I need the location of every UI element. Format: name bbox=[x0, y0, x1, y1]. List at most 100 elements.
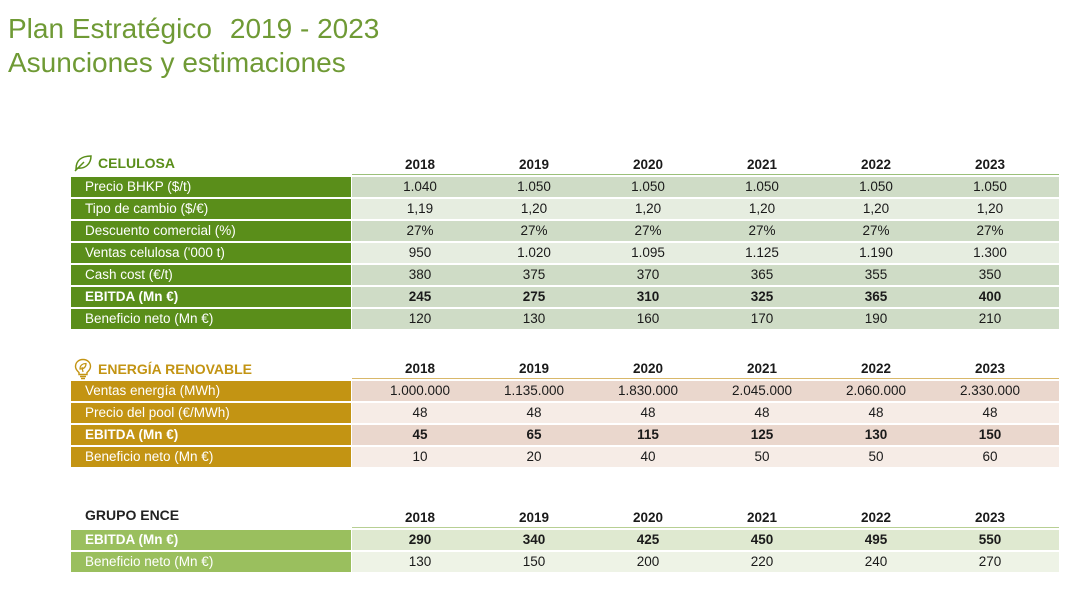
grupo-rows: EBITDA (Mn €) 290 340 425 450 495 550 Beneficio… bbox=[71, 530, 1059, 574]
row-label: Ventas celulosa ('000 t) bbox=[71, 243, 351, 263]
cell-value: 1,20 bbox=[976, 201, 1004, 216]
cell-value: 1,20 bbox=[520, 201, 548, 216]
table-row: EBITDA (Mn €) 290 340 425 450 495 550 bbox=[71, 530, 1059, 552]
cell-value: 40 bbox=[640, 449, 656, 464]
cell-value: 365 bbox=[750, 267, 774, 282]
celulosa-year-2020: 2020 bbox=[632, 157, 664, 172]
grupo-year-2021: 2021 bbox=[746, 510, 778, 525]
cell-value: 310 bbox=[636, 289, 660, 304]
cell-value: 240 bbox=[864, 554, 888, 569]
cell-value: 48 bbox=[526, 405, 542, 420]
cell-value: 1.830.000 bbox=[617, 383, 679, 398]
row-label: Beneficio neto (Mn €) bbox=[71, 309, 351, 329]
cell-value: 2.045.000 bbox=[731, 383, 793, 398]
cell-value: 120 bbox=[408, 311, 432, 326]
cell-value: 125 bbox=[750, 427, 774, 442]
grupo-year-2020: 2020 bbox=[632, 510, 664, 525]
cell-value: 48 bbox=[982, 405, 998, 420]
celulosa-table: CELULOSA 2018 2019 2020 2021 2022 2023 Precio… bbox=[71, 150, 1059, 331]
table-row: Precio BHKP ($/t) 1.040 1.050 1.050 1.050 1.0… bbox=[71, 177, 1059, 199]
cell-value: 325 bbox=[750, 289, 774, 304]
table-row: Descuento comercial (%) 27% 27% 27% 27% 27% 27… bbox=[71, 221, 1059, 243]
energia-header: ENERGÍA RENOVABLE 2018 2019 2020 2021 2022 20… bbox=[71, 354, 1059, 380]
row-label: Beneficio neto (Mn €) bbox=[71, 552, 351, 572]
energia-header-line bbox=[352, 378, 1059, 379]
row-background bbox=[352, 177, 1059, 197]
cell-value: 20 bbox=[526, 449, 542, 464]
cell-value: 1.135.000 bbox=[503, 383, 565, 398]
energia-title-text: ENERGÍA RENOVABLE bbox=[98, 361, 253, 377]
celulosa-year-2018: 2018 bbox=[404, 157, 436, 172]
energia-year-2018: 2018 bbox=[404, 361, 436, 376]
row-background bbox=[352, 243, 1059, 263]
title-years: 2019 - 2023 bbox=[229, 13, 380, 44]
cell-value: 50 bbox=[754, 449, 770, 464]
cell-value: 10 bbox=[412, 449, 428, 464]
row-label: Precio BHKP ($/t) bbox=[71, 177, 351, 197]
cell-value: 1.050 bbox=[517, 179, 551, 194]
grupo-year-2019: 2019 bbox=[518, 510, 550, 525]
cell-value: 45 bbox=[412, 427, 428, 442]
cell-value: 1,20 bbox=[634, 201, 662, 216]
cell-value: 1,19 bbox=[406, 201, 434, 216]
cell-value: 1.050 bbox=[631, 179, 665, 194]
cell-value: 1.050 bbox=[859, 179, 893, 194]
cell-value: 130 bbox=[864, 427, 888, 442]
cell-value: 130 bbox=[522, 311, 546, 326]
cell-value: 290 bbox=[408, 532, 432, 547]
row-label: EBITDA (Mn €) bbox=[71, 287, 351, 307]
row-background bbox=[352, 221, 1059, 241]
energia-year-2022: 2022 bbox=[860, 361, 892, 376]
celulosa-header: CELULOSA 2018 2019 2020 2021 2022 2023 bbox=[71, 150, 1059, 174]
cell-value: 1.190 bbox=[859, 245, 893, 260]
cell-value: 1.020 bbox=[517, 245, 551, 260]
grupo-header: GRUPO ENCE 2018 2019 2020 2021 2022 2023 bbox=[71, 503, 1059, 527]
table-row: Ventas energía (MWh) 1.000.000 1.135.000 1.… bbox=[71, 381, 1059, 403]
cell-value: 350 bbox=[978, 267, 1002, 282]
grupo-year-2022: 2022 bbox=[860, 510, 892, 525]
cell-value: 27% bbox=[748, 223, 776, 238]
table-row: Beneficio neto (Mn €) 130 150 200 220 240 270 bbox=[71, 552, 1059, 574]
celulosa-title: CELULOSA bbox=[73, 154, 175, 172]
row-label: EBITDA (Mn €) bbox=[71, 530, 351, 550]
cell-value: 1.050 bbox=[745, 179, 779, 194]
cell-value: 115 bbox=[637, 427, 659, 442]
cell-value: 50 bbox=[868, 449, 884, 464]
cell-value: 48 bbox=[754, 405, 770, 420]
row-label: Descuento comercial (%) bbox=[71, 221, 351, 241]
cell-value: 170 bbox=[750, 311, 774, 326]
cell-value: 1.050 bbox=[973, 179, 1007, 194]
leaf-icon bbox=[74, 155, 92, 172]
table-row: EBITDA (Mn €) 45 65 115 125 130 150 bbox=[71, 425, 1059, 447]
cell-value: 450 bbox=[750, 532, 774, 547]
cell-value: 60 bbox=[982, 449, 998, 464]
cell-value: 27% bbox=[406, 223, 434, 238]
cell-value: 48 bbox=[412, 405, 428, 420]
table-row: Beneficio neto (Mn €) 10 20 40 50 50 60 bbox=[71, 447, 1059, 469]
celulosa-year-2022: 2022 bbox=[860, 157, 892, 172]
cell-value: 355 bbox=[864, 267, 888, 282]
cell-value: 48 bbox=[868, 405, 884, 420]
title-plan: Plan Estratégico bbox=[8, 13, 212, 44]
cell-value: 270 bbox=[978, 554, 1002, 569]
table-row: Beneficio neto (Mn €) 120 130 160 170 190 210 bbox=[71, 309, 1059, 331]
energia-year-2023: 2023 bbox=[974, 361, 1006, 376]
cell-value: 375 bbox=[522, 267, 546, 282]
celulosa-year-2023: 2023 bbox=[974, 157, 1006, 172]
grupo-header-line bbox=[352, 527, 1059, 528]
cell-value: 380 bbox=[408, 267, 432, 282]
lightbulb-leaf-icon bbox=[74, 358, 92, 380]
row-label: Precio del pool (€/MWh) bbox=[71, 403, 351, 423]
row-label: Tipo de cambio ($/€) bbox=[71, 199, 351, 219]
row-label: Cash cost (€/t) bbox=[71, 265, 351, 285]
energia-rows: Ventas energía (MWh) 1.000.000 1.135.000 1.… bbox=[71, 381, 1059, 469]
cell-value: 220 bbox=[750, 554, 774, 569]
row-background bbox=[352, 447, 1059, 467]
energia-year-2019: 2019 bbox=[518, 361, 550, 376]
cell-value: 245 bbox=[408, 289, 432, 304]
cell-value: 27% bbox=[634, 223, 662, 238]
table-row: Cash cost (€/t) 380 375 370 365 355 350 bbox=[71, 265, 1059, 287]
row-label: Beneficio neto (Mn €) bbox=[71, 447, 351, 467]
table-row: Ventas celulosa ('000 t) 950 1.020 1.095 1.1… bbox=[71, 243, 1059, 265]
table-row: Tipo de cambio ($/€) 1,19 1,20 1,20 1,20 1,20… bbox=[71, 199, 1059, 221]
